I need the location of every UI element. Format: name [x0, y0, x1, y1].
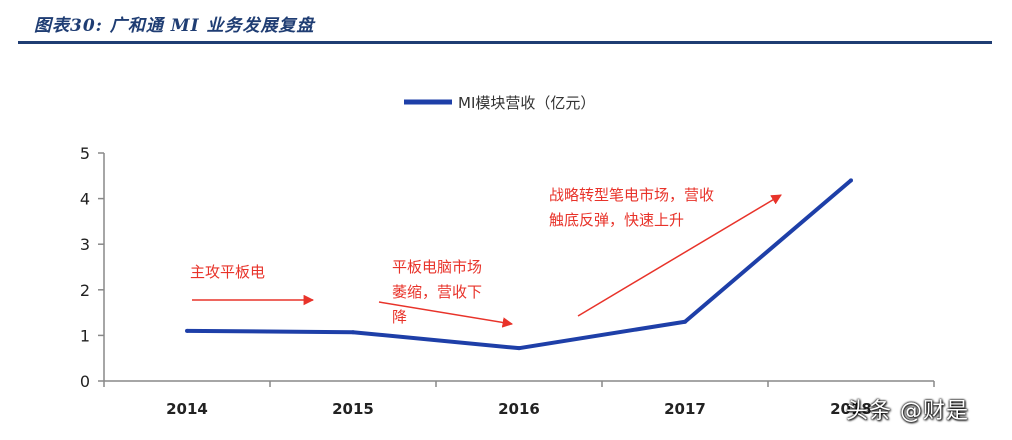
data-point	[849, 178, 853, 183]
data-point	[185, 328, 189, 333]
annotation-decline: 平板电脑市场 萎缩，营收下 降	[392, 258, 487, 326]
y-tick-label: 3	[80, 235, 90, 254]
data-point	[517, 346, 521, 351]
x-tick-label: 2017	[664, 400, 706, 418]
annotation-tablet: 主攻平板电	[190, 263, 265, 281]
legend-label: MI模块营收（亿元）	[458, 94, 595, 112]
y-tick-label: 4	[80, 190, 90, 209]
x-tick-label: 2014	[166, 400, 208, 418]
annotation-decline-line-1: 平板电脑市场	[392, 258, 482, 276]
y-tick-label: 0	[80, 372, 90, 391]
annotation-decline-line-3: 降	[392, 308, 407, 326]
y-tick-label: 2	[80, 281, 90, 300]
annotation-decline-line-2: 萎缩，营收下	[392, 283, 482, 301]
annotation-arrow-decline	[378, 301, 514, 328]
annotation-tablet-line: 主攻平板电	[190, 263, 265, 281]
x-tick-label: 2018	[830, 400, 872, 418]
data-point	[683, 319, 687, 324]
annotation-rebound-line-1: 战略转型笔电市场，营收	[549, 186, 714, 204]
annotation-rebound-line-2: 触底反弹，快速上升	[549, 211, 684, 229]
annotation-arrow-rebound	[577, 194, 782, 317]
x-tick-label: 2016	[498, 400, 540, 418]
x-tick-label: 2015	[332, 400, 374, 418]
series-line	[186, 178, 853, 351]
figure-title: 图表30: 广和通 MI 业务发展复盘	[34, 16, 315, 36]
title-divider	[18, 41, 992, 44]
data-point	[351, 330, 355, 335]
y-tick-label: 5	[80, 144, 90, 163]
watermark: 头条 @财是	[846, 399, 969, 424]
y-tick-label: 1	[80, 326, 90, 345]
annotation-rebound: 战略转型笔电市场，营收 触底反弹，快速上升	[549, 186, 719, 229]
